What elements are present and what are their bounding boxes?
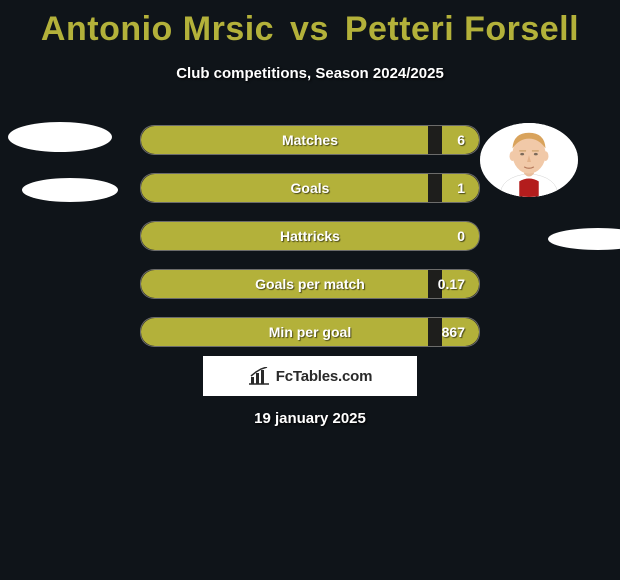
stat-row-mpg: Min per goal 867 <box>140 317 480 347</box>
stat-label: Hattricks <box>141 222 479 250</box>
player1-name: Antonio Mrsic <box>41 10 274 48</box>
stat-row-matches: Matches 6 <box>140 125 480 155</box>
stat-row-gpm: Goals per match 0.17 <box>140 269 480 299</box>
subtitle: Club competitions, Season 2024/2025 <box>0 65 620 82</box>
date-line: 19 january 2025 <box>0 410 620 427</box>
fctables-logo: FcTables.com <box>203 356 417 396</box>
stat-value-right: 0 <box>457 222 465 250</box>
stat-label: Min per goal <box>141 318 479 346</box>
logo-text: FcTables.com <box>276 368 373 385</box>
stat-value-right: 6 <box>457 126 465 154</box>
stat-value-right: 1 <box>457 174 465 202</box>
stat-value-right: 0.17 <box>438 270 465 298</box>
stat-rows: Matches 6 Goals 1 Hattricks 0 Goals per … <box>140 125 480 347</box>
vs-text: vs <box>284 10 335 48</box>
player2-name: Petteri Forsell <box>345 10 579 48</box>
stat-label: Goals <box>141 174 479 202</box>
stat-row-goals: Goals 1 <box>140 173 480 203</box>
bars-chart-icon <box>248 367 270 385</box>
stat-label: Matches <box>141 126 479 154</box>
stat-row-hattricks: Hattricks 0 <box>140 221 480 251</box>
page-title: Antonio Mrsic vs Petteri Forsell <box>0 0 620 49</box>
stat-value-right: 867 <box>442 318 465 346</box>
stat-label: Goals per match <box>141 270 479 298</box>
